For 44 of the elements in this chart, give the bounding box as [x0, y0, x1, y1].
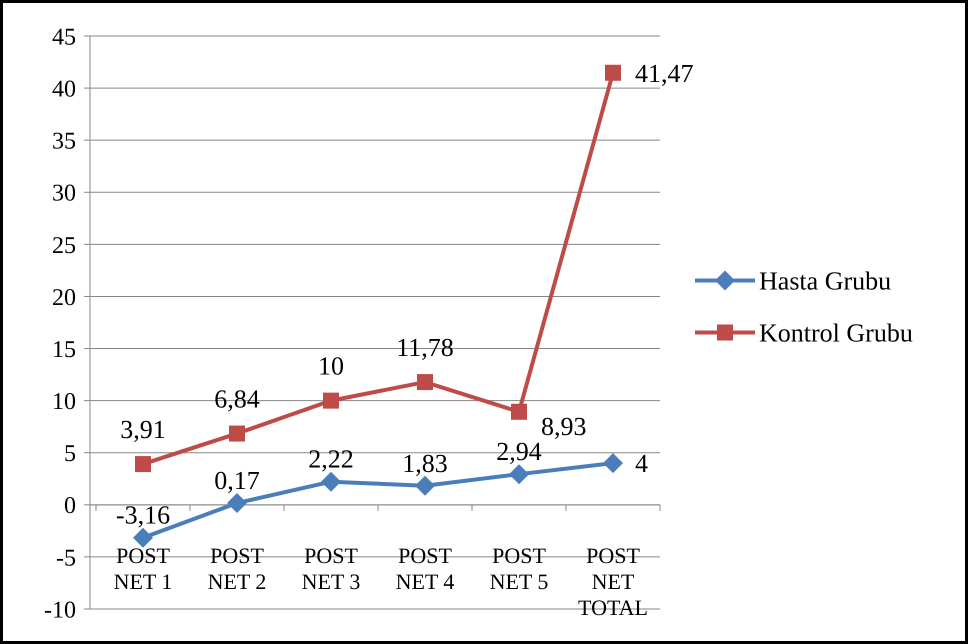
y-tick-label: 25	[52, 232, 76, 259]
x-tick-label: POST NET TOTAL	[578, 542, 648, 620]
data-label: 2,94	[496, 437, 542, 466]
data-label: 10	[318, 352, 344, 381]
point	[321, 472, 341, 492]
y-tick-label: -5	[56, 545, 76, 572]
y-tick-label: 15	[52, 336, 76, 363]
data-label: 1,83	[402, 448, 448, 478]
legend-label: Hasta Grubu	[759, 266, 892, 296]
data-label: 3,91	[120, 415, 166, 444]
point	[509, 464, 529, 484]
data-label: -3,16	[116, 500, 170, 530]
point	[417, 374, 433, 390]
data-label: 2,22	[308, 444, 354, 474]
point	[605, 64, 621, 81]
x-tick-label: POST NET 2	[208, 542, 266, 594]
y-tick-label: -10	[44, 597, 76, 624]
point	[227, 493, 247, 514]
data-label: 8,93	[541, 412, 586, 441]
point	[323, 392, 339, 409]
y-tick-label: 40	[52, 76, 76, 102]
x-tick-label: POST NET 3	[302, 542, 360, 594]
x-tick-label: POST NET 5	[490, 542, 548, 594]
y-tick-label: 30	[52, 180, 76, 207]
data-label: 41,47	[635, 58, 694, 88]
data-label: 4	[635, 449, 648, 478]
data-label: 11,78	[396, 333, 454, 362]
y-tick-label: 0	[64, 493, 76, 520]
point	[415, 476, 435, 496]
point	[133, 528, 153, 548]
data-label: 6,84	[214, 384, 260, 414]
point	[135, 456, 151, 472]
legend-label: Kontrol Grubu	[759, 318, 913, 348]
point	[229, 426, 245, 442]
point	[511, 404, 527, 420]
x-tick-label: POST NET 1	[114, 542, 172, 594]
y-tick-label: 45	[52, 24, 76, 50]
y-tick-label: 10	[52, 389, 76, 416]
y-tick-label: 35	[52, 128, 76, 155]
point	[603, 453, 623, 474]
y-tick-label: 20	[52, 284, 76, 311]
x-tick-label: POST NET 4	[396, 542, 454, 594]
y-tick-label: 5	[64, 441, 76, 468]
data-label: 0,17	[214, 466, 260, 496]
